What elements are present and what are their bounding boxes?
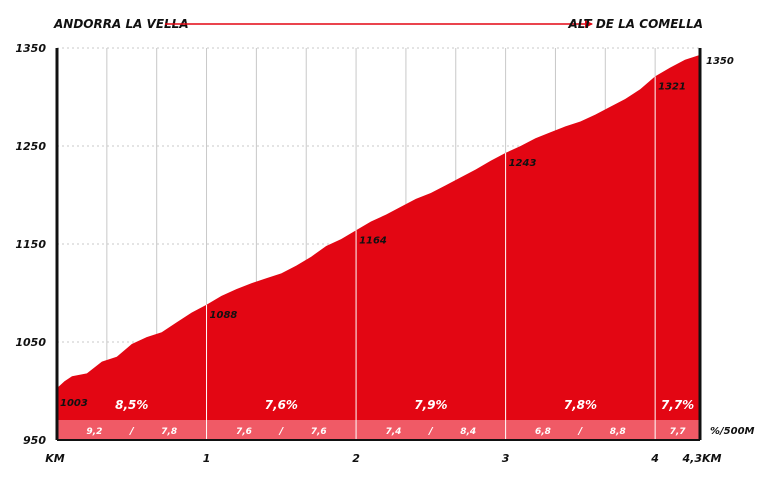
half-km-separator: / xyxy=(129,426,135,437)
x-tick-label: 4 xyxy=(650,452,659,465)
km-gradient-labels: 8,5% 7,6% 7,9% 7,8% 7,7% xyxy=(115,398,694,412)
km-gradient-label: 7,7% xyxy=(661,398,694,412)
half-km-gradient-label: 6,8 xyxy=(535,427,551,437)
y-tick-label: 1150 xyxy=(15,238,46,251)
x-tick-label: 2 xyxy=(352,452,360,465)
end-location-label: ALT DE LA COMELLA xyxy=(568,17,703,31)
half-km-gradient-label: 9,2 xyxy=(86,427,102,437)
chart-frame xyxy=(55,48,702,441)
elevation-label: 1243 xyxy=(509,158,537,169)
elevation-label: 1321 xyxy=(658,81,686,92)
km-gradient-label: 8,5% xyxy=(115,398,148,412)
half-km-gradient-label: 8,4 xyxy=(460,427,476,437)
half-km-gradient-label: 8,8 xyxy=(610,427,626,437)
x-tick-label: 4,3KM xyxy=(682,452,722,465)
x-axis-tick-labels: KM 1 2 3 4 4,3KM xyxy=(45,452,721,465)
y-tick-label: 1350 xyxy=(15,42,46,55)
elevation-point-labels: 1003 1088 1164 1243 1321 1350 xyxy=(60,56,734,409)
band-unit-label: %/500M xyxy=(710,426,755,437)
km-divider-lines xyxy=(206,76,656,440)
half-km-separator: / xyxy=(278,426,284,437)
km-gradient-label: 7,9% xyxy=(414,398,447,412)
x-tick-label: 1 xyxy=(203,452,211,465)
half-km-separator: / xyxy=(428,426,434,437)
half-km-gradient-label: 7,6 xyxy=(311,427,327,437)
half-km-gradient-label: 7,6 xyxy=(236,427,252,437)
elevation-label: 1003 xyxy=(60,398,88,409)
half-km-gradient-labels: 9,2 7,8 7,6 7,6 7,4 8,4 6,8 8,8 7,7 xyxy=(86,427,686,437)
start-location-label: ANDORRA LA VELLA xyxy=(53,17,189,31)
y-tick-label: 1250 xyxy=(15,140,46,153)
y-axis-tick-labels: 1350 1250 1150 1050 950 xyxy=(15,42,46,447)
elevation-label: 1088 xyxy=(210,310,238,321)
x-tick-label: 3 xyxy=(502,452,510,465)
elevation-label: 1164 xyxy=(359,235,387,246)
x-tick-label: KM xyxy=(45,452,65,465)
y-tick-label: 950 xyxy=(23,434,46,447)
half-km-separator: / xyxy=(578,426,584,437)
km-gradient-label: 7,8% xyxy=(564,398,597,412)
arrow-head-icon xyxy=(585,20,593,28)
band-separators: / / / / xyxy=(129,426,584,437)
km-gradient-label: 7,6% xyxy=(265,398,298,412)
y-tick-label: 1050 xyxy=(15,336,46,349)
half-km-gradient-label: 7,4 xyxy=(385,427,401,437)
half-km-gradient-label: 7,8 xyxy=(161,427,177,437)
half-km-gradient-label: 7,7 xyxy=(670,427,687,437)
elevation-profile-area xyxy=(57,54,700,441)
gradient-band xyxy=(57,420,700,440)
elevation-label: 1350 xyxy=(706,56,734,67)
